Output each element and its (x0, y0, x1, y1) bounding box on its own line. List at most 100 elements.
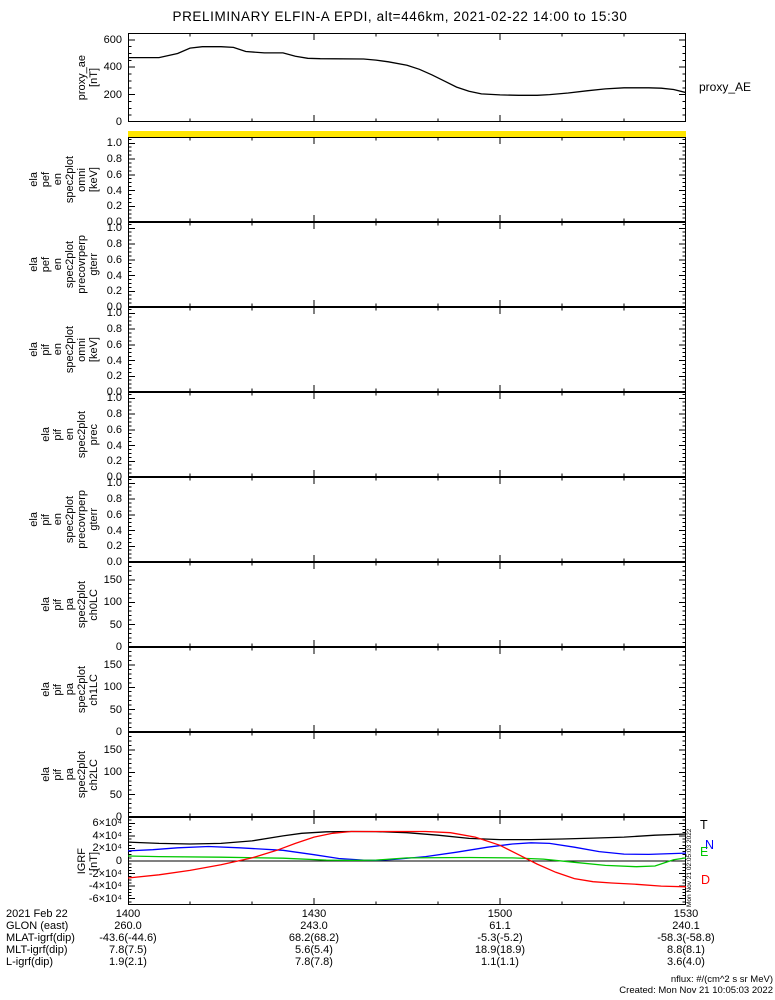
ytick-label-spec-ela-pif-pa-ch0lc: 150 (103, 573, 122, 586)
ylabel-word: ch2LC (88, 758, 100, 791)
ylabel-word: spec2plot (64, 325, 76, 374)
ylabel-word: spec2plot (76, 750, 88, 799)
ylabel-word: gterr (88, 508, 100, 531)
legend-item-N: N (705, 838, 715, 852)
ytick-label-spec-ela-pef-en-precovrperp-gterr: 1.0 (106, 222, 122, 235)
ylabel-word: pif (52, 428, 64, 441)
ytick-label-spec-ela-pef-en-omni: 0.0 (106, 216, 122, 228)
panel-ylabel-spec-ela-pef-en-omni: ela pef en spec2plot omni [keV] (26, 137, 100, 222)
annotation-value: 61.1 (489, 920, 511, 932)
ylabel-word: ela (40, 682, 52, 697)
ytick-label-proxy-ae: 600 (103, 33, 122, 46)
annotation-value: 240.1 (672, 920, 700, 932)
ytick-label-spec-ela-pef-en-precovrperp-gterr: 0.8 (106, 238, 122, 250)
ylabel-word: ch0LC (88, 588, 100, 621)
panel-spec-ela-pif-pa-ch0lc (128, 562, 686, 647)
annotation-value: -5.3(-5.2) (477, 932, 523, 944)
panel-ylabel-spec-ela-pif-pa-ch1lc: ela pif pa spec2plot ch1LC (26, 647, 100, 732)
ylabel-word: omni (76, 337, 88, 362)
ylabel-word: omni (76, 167, 88, 192)
annotation-row-label: 2021 Feb 22 (6, 908, 68, 920)
annotation-value: 7.8(7.8) (295, 956, 333, 968)
annotation-value: 18.9(18.9) (474, 944, 526, 956)
annotation-value: 1.1(1.1) (481, 956, 519, 968)
ytick-label-spec-ela-pif-en-prec: 1.0 (106, 392, 122, 405)
series-proxy_AE (128, 46, 686, 96)
ytick-label-spec-ela-pif-en-prec: 0.8 (106, 408, 122, 420)
panel-spec-ela-pif-pa-ch1lc (128, 647, 686, 732)
legend-item-T: T (700, 818, 708, 832)
annotation-row-label: MLT-igrf(dip) (6, 944, 68, 956)
annotation-value: 1430 (301, 908, 327, 920)
panel-ylabel-spec-ela-pif-en-omni: ela pif en spec2plot omni [keV] (26, 307, 100, 392)
ylabel-word: pif (52, 598, 64, 611)
panel-ylabel-igrf: IGRF [nT] (26, 817, 100, 905)
ytick-label-spec-ela-pif-en-precovrperp-gterr: 1.0 (106, 477, 122, 490)
ytick-label-igrf: 6×10⁴ (92, 817, 122, 830)
annotation-row-label: L-igrf(dip) (6, 956, 54, 968)
ytick-label-spec-ela-pif-pa-ch1lc: 100 (103, 681, 122, 694)
ytick-label-spec-ela-pif-en-prec: 0.4 (106, 439, 122, 452)
annotation-value: 3.6(4.0) (667, 956, 705, 968)
ylabel-word: spec2plot (64, 155, 76, 204)
ytick-label-igrf: -2×10⁴ (88, 867, 122, 880)
ylabel-word: [keV] (88, 166, 100, 193)
panel-proxy-ae (128, 33, 686, 122)
ytick-label-spec-ela-pif-en-prec: 0.0 (106, 471, 122, 483)
panel-frame-spec-ela-pif-en-omni (128, 307, 686, 392)
ytick-label-spec-ela-pif-en-omni: 0.4 (106, 354, 122, 367)
ytick-label-spec-ela-pif-pa-ch2lc: 0 (115, 811, 122, 823)
ytick-label-proxy-ae: 400 (103, 61, 122, 74)
ytick-label-spec-ela-pif-en-omni: 1.0 (106, 307, 122, 320)
panel-frame-spec-ela-pif-pa-ch2lc (128, 732, 686, 817)
ytick-label-spec-ela-pif-pa-ch0lc: 100 (103, 596, 122, 609)
ytick-label-igrf: 4×10⁴ (92, 829, 122, 842)
ylabel-word: [keV] (88, 336, 100, 363)
ylabel-word: en (64, 428, 76, 441)
ytick-label-spec-ela-pif-en-precovrperp-gterr: 0.8 (106, 493, 122, 505)
ylabel-word: prec (88, 423, 100, 446)
panel-frame-spec-ela-pif-pa-ch1lc (128, 647, 686, 732)
ylabel-word: pif (40, 343, 52, 356)
ytick-label-igrf: 0 (115, 855, 122, 867)
vertical-created-timestamp: Mon Nov 21 02:05:03 2022 (686, 828, 693, 907)
ylabel-word: ela (28, 512, 40, 527)
ytick-label-spec-ela-pif-en-prec: 0.2 (106, 455, 122, 468)
ylabel-word: pif (52, 683, 64, 696)
panel-spec-ela-pef-en-omni (128, 137, 686, 222)
panel-spec-ela-pif-pa-ch2lc (128, 732, 686, 817)
ylabel-word: spec2plot (64, 495, 76, 544)
ylabel-word: precovrperp (76, 490, 88, 549)
ytick-label-spec-ela-pef-en-precovrperp-gterr: 0.6 (106, 253, 122, 266)
ytick-label-spec-ela-pef-en-omni: 1.0 (106, 137, 122, 150)
series-E (128, 855, 686, 868)
legend-item-E: E (700, 845, 709, 859)
panel-frame-spec-ela-pef-en-precovrperp-gterr (128, 222, 686, 307)
annotation-value: 1530 (673, 908, 699, 920)
ytick-label-spec-ela-pif-pa-ch1lc: 150 (103, 658, 122, 671)
ytick-label-igrf: -4×10⁴ (88, 880, 122, 893)
ytick-label-spec-ela-pef-en-precovrperp-gterr: 0.2 (106, 285, 122, 298)
ytick-label-spec-ela-pif-en-omni: 0.6 (106, 338, 122, 351)
annotation-value: 243.0 (300, 920, 328, 932)
ylabel-word: pef (40, 171, 52, 188)
annotation-value: 1400 (115, 908, 141, 920)
ylabel-word: pa (64, 683, 76, 696)
panel-ylabel-spec-ela-pif-pa-ch0lc: ela pif pa spec2plot ch0LC (26, 562, 100, 647)
panel-spec-ela-pef-en-precovrperp-gterr (128, 222, 686, 307)
ytick-label-spec-ela-pif-en-precovrperp-gterr: 0.4 (106, 524, 122, 537)
ytick-label-spec-ela-pef-en-omni: 0.2 (106, 200, 122, 213)
ytick-label-spec-ela-pif-pa-ch0lc: 50 (109, 618, 122, 631)
ytick-label-igrf: 2×10⁴ (92, 842, 122, 855)
ytick-label-spec-ela-pif-en-prec: 0.6 (106, 423, 122, 436)
ytick-label-spec-ela-pef-en-omni: 0.4 (106, 184, 122, 197)
annotation-value: 7.8(7.5) (109, 944, 147, 956)
panel-frame-igrf (128, 817, 686, 905)
ylabel-word: en (52, 513, 64, 526)
ylabel-word: pif (40, 513, 52, 526)
plot-title: PRELIMINARY ELFIN-A EPDI, alt=446km, 202… (172, 9, 628, 24)
panel-frame-spec-ela-pif-en-precovrperp-gterr (128, 477, 686, 562)
series-D (128, 830, 686, 888)
